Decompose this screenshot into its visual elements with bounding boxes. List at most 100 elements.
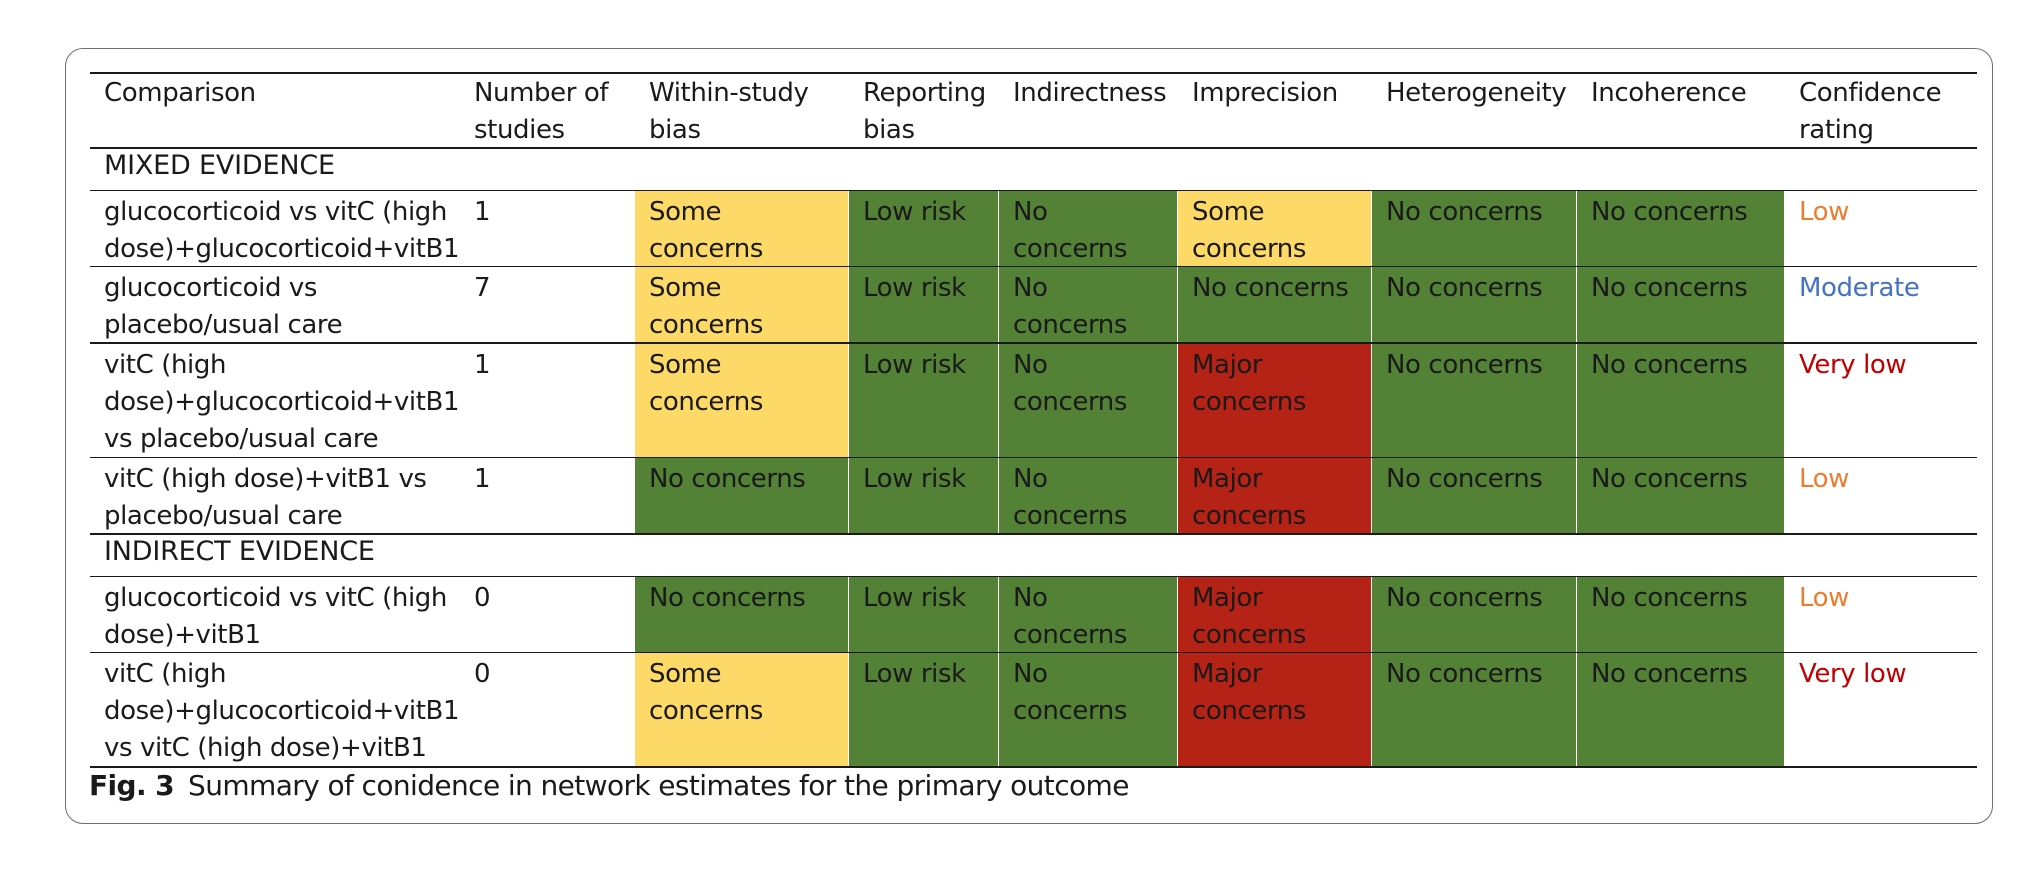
cell-within-study-bias [635, 190, 848, 266]
header-rule [90, 147, 1977, 149]
cell-text-indirectness: No concerns [1013, 196, 1128, 264]
cell-text-imprecision: Major concerns [1192, 582, 1307, 650]
cell-imprecision [1178, 343, 1371, 457]
comparison-text: vitC (high dose)+glucocorticoid+vitB1 vs… [104, 349, 460, 454]
cell-text-indirectness: No concerns [1013, 273, 1128, 340]
cell-indirectness [999, 458, 1177, 533]
cell-text-within-study-bias: Some concerns [649, 659, 764, 726]
row-rule [90, 533, 1977, 535]
number-of-studies-text: 0 [474, 659, 491, 689]
confidence-rating-text: Low [1799, 582, 1850, 613]
cell-heterogeneity [1372, 653, 1576, 766]
cell-text-heterogeneity: No concerns [1386, 273, 1543, 303]
cell-imprecision [1178, 458, 1371, 533]
number-of-studies-text: 1 [474, 464, 491, 494]
cell-text-within-study-bias: Some concerns [649, 196, 764, 264]
cell-text-heterogeneity: No concerns [1386, 659, 1543, 689]
confidence-rating-text: Low [1799, 196, 1850, 227]
cell-indirectness [999, 343, 1177, 457]
cell-text-indirectness: No concerns [1013, 349, 1128, 417]
figure-label: Fig. 3 [89, 769, 175, 802]
header-confidence-rating: Confidence rating [1799, 78, 1942, 145]
row-rule [90, 265, 1977, 267]
cell-heterogeneity [1372, 190, 1576, 266]
cell-text-imprecision: Some concerns [1192, 196, 1307, 264]
number-of-studies-text: 7 [474, 273, 491, 303]
cell-text-indirectness: No concerns [1013, 582, 1128, 650]
section-title: MIXED EVIDENCE [104, 149, 335, 181]
cell-text-reporting-bias: Low risk [863, 349, 966, 380]
cell-reporting-bias [849, 653, 998, 766]
cell-text-heterogeneity: No concerns [1386, 582, 1543, 613]
cell-within-study-bias [635, 267, 848, 342]
figure-frame [65, 48, 1993, 824]
cell-reporting-bias [849, 458, 998, 533]
comparison-text: glucocorticoid vs vitC (high dose)+vitB1 [104, 582, 447, 650]
cell-reporting-bias [849, 267, 998, 342]
cell-reporting-bias [849, 343, 998, 457]
cell-incoherence [1577, 190, 1784, 266]
comparison-text: glucocorticoid vs vitC (high dose)+gluco… [104, 196, 460, 264]
cell-imprecision [1178, 576, 1371, 652]
cell-text-within-study-bias: No concerns [649, 464, 806, 494]
cell-incoherence [1577, 343, 1784, 457]
confidence-rating-text: Low [1799, 464, 1850, 494]
cell-text-reporting-bias: Low risk [863, 659, 966, 689]
cell-heterogeneity [1372, 458, 1576, 533]
cell-indirectness [999, 576, 1177, 652]
cell-incoherence [1577, 267, 1784, 342]
cell-text-incoherence: No concerns [1591, 582, 1748, 613]
cell-text-imprecision: Major concerns [1192, 349, 1307, 417]
header-indirectness: Indirectness [1013, 78, 1167, 108]
header-within-study-bias: Within-study bias [649, 78, 809, 145]
cell-text-indirectness: No concerns [1013, 464, 1128, 531]
cell-text-reporting-bias: Low risk [863, 196, 966, 227]
cell-within-study-bias [635, 653, 848, 766]
cell-incoherence [1577, 458, 1784, 533]
number-of-studies-text: 0 [474, 582, 491, 613]
cell-text-within-study-bias: Some concerns [649, 273, 764, 340]
cell-indirectness [999, 190, 1177, 266]
cell-text-heterogeneity: No concerns [1386, 349, 1543, 380]
row-rule [90, 651, 1977, 653]
comparison-text: vitC (high dose)+vitB1 vs placebo/usual … [104, 464, 427, 531]
cell-text-incoherence: No concerns [1591, 464, 1748, 494]
comparison-text: vitC (high dose)+glucocorticoid+vitB1 vs… [104, 659, 460, 763]
caption-text: Summary of conidence in network estimate… [188, 769, 1129, 802]
row-rule [90, 342, 1977, 344]
cell-text-incoherence: No concerns [1591, 196, 1748, 227]
row-rule [90, 766, 1977, 768]
cell-indirectness [999, 267, 1177, 342]
cell-text-reporting-bias: Low risk [863, 464, 966, 494]
cell-text-within-study-bias: Some concerns [649, 349, 764, 417]
cell-text-within-study-bias: No concerns [649, 582, 806, 613]
header-heterogeneity: Heterogeneity [1386, 78, 1567, 108]
cell-heterogeneity [1372, 343, 1576, 457]
cell-text-reporting-bias: Low risk [863, 273, 966, 303]
confidence-rating-text: Moderate [1799, 273, 1920, 303]
cell-heterogeneity [1372, 576, 1576, 652]
cell-incoherence [1577, 653, 1784, 766]
cell-text-incoherence: No concerns [1591, 349, 1748, 380]
cell-text-incoherence: No concerns [1591, 273, 1748, 303]
table-top-rule [90, 72, 1977, 74]
cell-text-incoherence: No concerns [1591, 659, 1748, 689]
header-reporting-bias: Reporting bias [863, 78, 986, 145]
number-of-studies-text: 1 [474, 349, 491, 380]
cell-within-study-bias [635, 343, 848, 457]
cell-reporting-bias [849, 190, 998, 266]
header-number-of-studies: Number of studies [474, 78, 609, 145]
number-of-studies-text: 1 [474, 196, 491, 227]
header-incoherence: Incoherence [1591, 78, 1747, 108]
cell-within-study-bias [635, 458, 848, 533]
section-rule [90, 575, 1977, 577]
cell-text-heterogeneity: No concerns [1386, 196, 1543, 227]
header-comparison: Comparison [104, 78, 256, 108]
confidence-rating-text: Very low [1799, 659, 1907, 689]
cell-text-indirectness: No concerns [1013, 659, 1128, 726]
cell-within-study-bias [635, 576, 848, 652]
cell-incoherence [1577, 576, 1784, 652]
cell-imprecision [1178, 267, 1371, 342]
cell-text-reporting-bias: Low risk [863, 582, 966, 613]
cell-indirectness [999, 653, 1177, 766]
